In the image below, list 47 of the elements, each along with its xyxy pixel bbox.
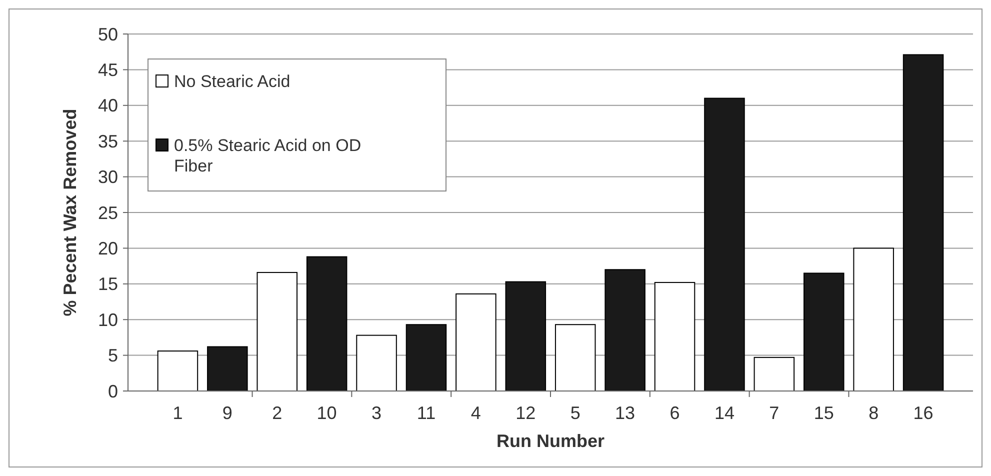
y-tick-label: 25 [98, 202, 118, 223]
bar [654, 282, 696, 392]
x-tick-label: 14 [714, 403, 734, 423]
bar [306, 256, 348, 392]
y-tick-label: 50 [98, 24, 118, 44]
x-tick-label: 2 [272, 403, 282, 423]
y-tick-label: 15 [98, 274, 118, 294]
bar [207, 346, 248, 392]
bar [554, 324, 596, 392]
bar [804, 272, 844, 392]
x-tick-label: 5 [570, 403, 580, 423]
y-axis-title: % Pecent Wax Removed [60, 108, 80, 316]
bar [256, 272, 298, 392]
x-tick-label: 7 [769, 403, 780, 423]
x-axis-title: Run Number [496, 431, 604, 451]
y-tick-label: 35 [98, 131, 118, 152]
legend-label: 0.5% Stearic Acid on OD Fiber [174, 136, 362, 176]
bar [604, 269, 646, 392]
bar [902, 54, 944, 392]
bar [157, 350, 198, 392]
x-tick-label: 15 [814, 403, 834, 423]
y-tick-label: 45 [98, 60, 118, 80]
x-tick-label: 11 [416, 403, 436, 423]
y-tick-label: 5 [108, 346, 118, 366]
x-tick-label: 12 [516, 403, 536, 423]
bar [406, 324, 447, 392]
y-tick-label: 0 [108, 381, 118, 402]
bar [356, 334, 397, 392]
y-tick-label: 40 [98, 96, 118, 116]
x-tick-label: 6 [670, 403, 680, 423]
bar [505, 281, 546, 392]
x-tick-label: 1 [172, 403, 183, 423]
x-tick-label: 10 [316, 403, 337, 423]
x-tick-label: 16 [913, 403, 934, 423]
y-tick-label: 30 [98, 167, 118, 188]
y-tick-label: 10 [98, 310, 118, 330]
x-tick-label: 9 [222, 403, 232, 423]
x-tick-label: 13 [615, 403, 636, 423]
bar [704, 98, 745, 392]
legend-label: No Stearic Acid [174, 72, 290, 91]
bar [853, 248, 894, 392]
x-tick-label: 3 [372, 403, 382, 423]
x-tick-label: 8 [868, 403, 879, 423]
y-tick-label: 20 [98, 238, 118, 258]
x-tick-label: 4 [470, 403, 481, 423]
bar [456, 293, 496, 392]
bar [754, 356, 795, 392]
